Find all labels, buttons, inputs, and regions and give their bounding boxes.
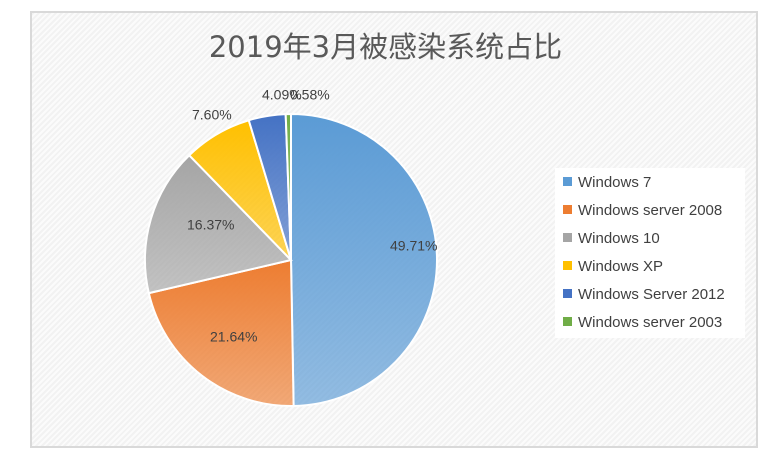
pie-slice xyxy=(290,112,439,407)
legend-label: Windows 7 xyxy=(578,174,652,191)
legend-label: Windows server 2003 xyxy=(578,314,723,331)
legend-item: Windows XP xyxy=(563,258,663,275)
legend-swatch xyxy=(563,233,572,242)
pie-slice xyxy=(144,153,293,295)
pie-slice xyxy=(147,258,295,407)
data-label: 49.71% xyxy=(390,238,437,254)
legend-item: Windows 7 xyxy=(563,174,651,191)
legend-item: Windows server 2008 xyxy=(563,202,722,219)
legend-label: Windows XP xyxy=(578,258,664,275)
pie-slice xyxy=(284,112,292,261)
data-label: 7.60% xyxy=(192,107,232,123)
data-label: 21.64% xyxy=(210,329,257,345)
legend-swatch xyxy=(563,317,572,326)
chart-title: 2019年3月被感染系统占比 xyxy=(208,30,563,64)
data-label: 0.58% xyxy=(290,87,330,103)
legend: Windows 7 Windows server 2008 Windows 10 Wi… xyxy=(555,168,745,338)
legend-swatch xyxy=(563,205,572,214)
legend-label: Windows server 2008 xyxy=(578,202,723,219)
data-label: 4.09% xyxy=(262,87,302,103)
legend-item: Windows 10 xyxy=(563,230,660,247)
legend-item: Windows server 2003 xyxy=(563,314,722,331)
legend-label: Windows Server 2012 xyxy=(578,286,725,303)
legend-swatch xyxy=(563,177,572,186)
legend-swatch xyxy=(563,289,572,298)
legend-label: Windows 10 xyxy=(578,230,660,247)
legend-swatch xyxy=(563,261,572,270)
legend-item: Windows Server 2012 xyxy=(563,286,725,303)
data-label: 16.37% xyxy=(187,217,234,233)
